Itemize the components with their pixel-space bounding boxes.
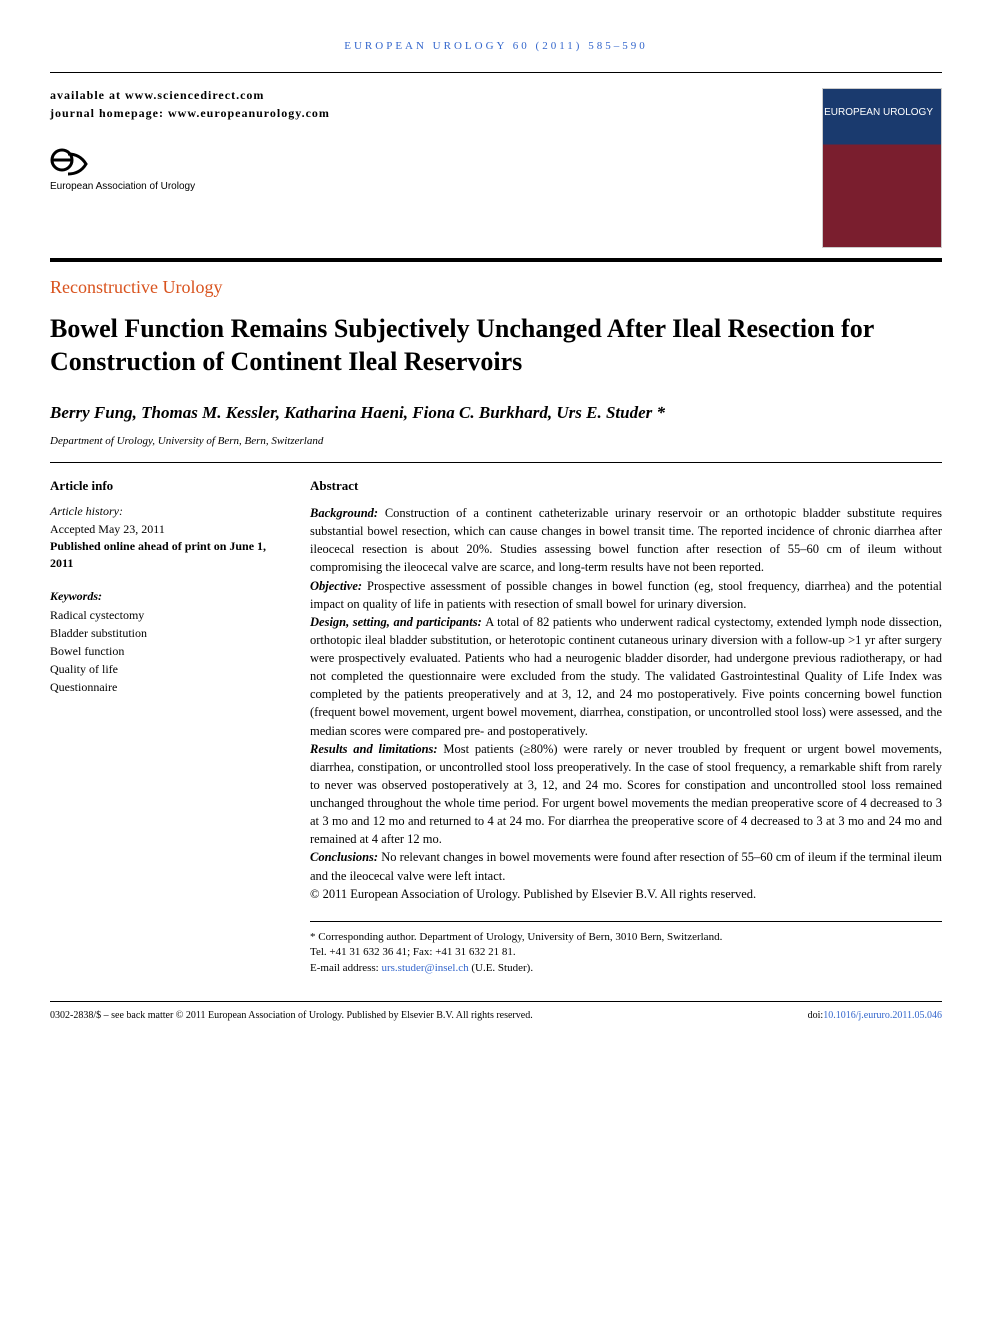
abstract-section-label: Objective:	[310, 579, 367, 593]
email-label: E-mail address:	[310, 962, 381, 974]
keywords-block: Keywords: Radical cystectomyBladder subs…	[50, 589, 280, 696]
header-block: available at www.sciencedirect.com journ…	[50, 88, 942, 248]
keyword-item: Bladder substitution	[50, 624, 280, 642]
footer-copyright: 0302-2838/$ – see back matter © 2011 Eur…	[50, 1010, 533, 1021]
eau-logo-icon	[50, 146, 90, 181]
email-link[interactable]: urs.studer@insel.ch	[381, 962, 468, 974]
article-info-column: Article info Article history: Accepted M…	[50, 478, 280, 976]
footer-rule	[50, 1001, 942, 1002]
doi-link[interactable]: 10.1016/j.eururo.2011.05.046	[823, 1010, 942, 1021]
corr-author-tag: (U.E. Studer).	[469, 962, 533, 974]
accepted-date: Accepted May 23, 2011	[50, 521, 280, 538]
abstract-copyright: © 2011 European Association of Urology. …	[310, 887, 756, 901]
abstract-section-label: Results and limitations:	[310, 742, 443, 756]
abstract-section-text: Prospective assessment of possible chang…	[310, 579, 942, 611]
keyword-item: Questionnaire	[50, 678, 280, 696]
journal-cover-thumbnail: EUROPEAN UROLOGY	[822, 88, 942, 248]
running-header: EUROPEAN UROLOGY 60 (2011) 585–590	[50, 40, 942, 52]
abstract-section-text: No relevant changes in bowel movements w…	[310, 850, 942, 882]
footer: 0302-2838/$ – see back matter © 2011 Eur…	[50, 1010, 942, 1021]
corr-line2: Tel. +41 31 632 36 41; Fax: +41 31 632 2…	[310, 945, 942, 960]
abstract-body: Background: Construction of a continent …	[310, 504, 942, 903]
eau-label: European Association of Urology	[50, 181, 822, 192]
thick-rule	[50, 258, 942, 262]
abstract-section-label: Conclusions:	[310, 850, 381, 864]
top-rule	[50, 72, 942, 73]
publisher-logo: European Association of Urology	[50, 146, 822, 192]
abstract-column: Abstract Background: Construction of a c…	[310, 478, 942, 976]
corr-line1: * Corresponding author. Department of Ur…	[310, 930, 942, 945]
history-label: Article history:	[50, 504, 280, 519]
keywords-label: Keywords:	[50, 589, 280, 604]
affiliation: Department of Urology, University of Ber…	[50, 435, 942, 447]
homepage-text: journal homepage: www.europeanurology.co…	[50, 106, 822, 121]
abstract-section-label: Design, setting, and participants:	[310, 615, 485, 629]
corresponding-author: * Corresponding author. Department of Ur…	[310, 921, 942, 976]
doi-label: doi:	[808, 1010, 824, 1021]
abstract-section-text: A total of 82 patients who underwent rad…	[310, 615, 942, 738]
availability-text: available at www.sciencedirect.com	[50, 88, 822, 103]
article-info-heading: Article info	[50, 478, 280, 494]
keyword-item: Quality of life	[50, 660, 280, 678]
corr-email-line: E-mail address: urs.studer@insel.ch (U.E…	[310, 961, 942, 976]
footer-doi: doi:10.1016/j.eururo.2011.05.046	[808, 1010, 942, 1021]
cover-journal-name: EUROPEAN UROLOGY	[824, 107, 933, 118]
mid-rule	[50, 462, 942, 463]
published-date: Published online ahead of print on June …	[50, 538, 280, 572]
keyword-item: Radical cystectomy	[50, 606, 280, 624]
abstract-section-text: Construction of a continent catheterizab…	[310, 506, 942, 574]
abstract-section-label: Background:	[310, 506, 385, 520]
keyword-item: Bowel function	[50, 642, 280, 660]
article-title: Bowel Function Remains Subjectively Unch…	[50, 313, 942, 378]
authors: Berry Fung, Thomas M. Kessler, Katharina…	[50, 403, 942, 423]
abstract-heading: Abstract	[310, 478, 942, 494]
abstract-section-text: Most patients (≥80%) were rarely or neve…	[310, 742, 942, 847]
section-label: Reconstructive Urology	[50, 277, 942, 298]
header-left: available at www.sciencedirect.com journ…	[50, 88, 822, 192]
two-column-layout: Article info Article history: Accepted M…	[50, 478, 942, 976]
